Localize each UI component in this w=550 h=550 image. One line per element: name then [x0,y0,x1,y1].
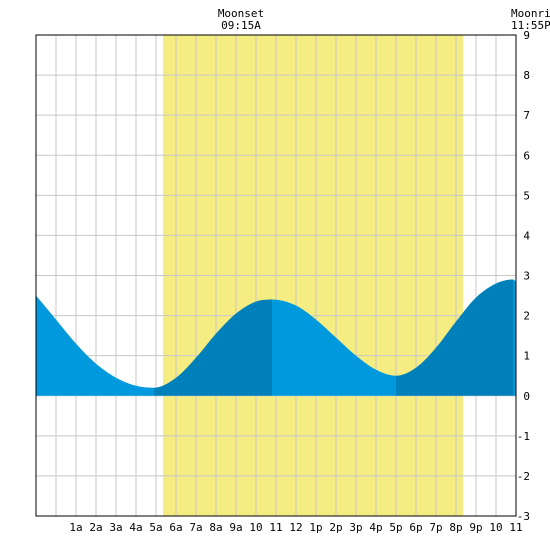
moonset-time: 09:15A [221,19,261,32]
x-tick-label: 1a [69,521,82,534]
x-tick-label: 3a [109,521,122,534]
y-tick-label: 6 [523,149,530,162]
y-tick-label: -3 [517,510,530,523]
y-tick-label: 0 [523,390,530,403]
y-tick-label: 5 [523,189,530,202]
y-tick-label: -2 [517,470,530,483]
x-tick-label: 1p [309,521,322,534]
y-tick-label: 3 [523,270,530,283]
y-tick-label: 8 [523,69,530,82]
x-tick-label: 3p [349,521,362,534]
y-tick-label: 7 [523,109,530,122]
y-tick-label: -1 [517,430,530,443]
tide-rising-area [154,299,272,396]
x-tick-label: 2p [329,521,342,534]
x-tick-label: 6a [169,521,182,534]
x-tick-label: 11 [269,521,282,534]
x-tick-label: 5p [389,521,402,534]
x-tick-label: 4p [369,521,382,534]
moonset-label: Moonset [218,7,264,20]
tide-falling-area [272,299,396,396]
moonrise-time: 11:55P [511,19,550,32]
y-tick-label: 1 [523,350,530,363]
tide-rising-area [396,279,513,396]
moonrise-label: Moonrise [511,7,550,20]
x-tick-label: 7p [429,521,442,534]
x-tick-label: 12 [289,521,302,534]
x-tick-label: 9p [469,521,482,534]
x-tick-label: 8a [209,521,222,534]
y-tick-label: 2 [523,310,530,323]
x-tick-label: 11 [509,521,522,534]
x-tick-label: 9a [229,521,242,534]
tide-falling-area [36,295,154,396]
x-tick-label: 7a [189,521,202,534]
x-tick-label: 2a [89,521,102,534]
plot-frame [35,34,517,517]
x-tick-label: 5a [149,521,162,534]
x-tick-label: 6p [409,521,422,534]
y-tick-label: 9 [523,29,530,42]
tide-falling-area [513,279,516,396]
x-tick-label: 4a [129,521,142,534]
x-tick-label: 10 [249,521,262,534]
x-tick-label: 8p [449,521,462,534]
x-tick-label: 10 [489,521,502,534]
y-tick-label: 4 [523,229,530,242]
